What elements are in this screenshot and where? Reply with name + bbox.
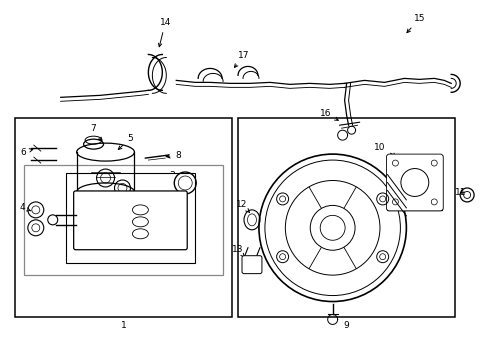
Bar	[24, 165, 223, 275]
Text: 15: 15	[406, 14, 424, 33]
Text: 14: 14	[158, 18, 171, 47]
Bar	[238, 118, 454, 318]
Bar	[65, 173, 195, 263]
Text: 4: 4	[20, 203, 31, 212]
Text: 10: 10	[373, 143, 395, 156]
Text: 7: 7	[90, 124, 102, 141]
Text: 9: 9	[343, 321, 349, 330]
FancyBboxPatch shape	[242, 256, 262, 274]
Text: 6: 6	[20, 148, 33, 157]
Text: 12: 12	[236, 201, 249, 212]
FancyBboxPatch shape	[74, 191, 187, 250]
Bar	[386, 155, 441, 210]
Text: 5: 5	[118, 134, 133, 149]
Text: 11: 11	[454, 188, 466, 197]
Text: 1: 1	[121, 321, 126, 330]
Bar	[15, 118, 232, 318]
Text: 2: 2	[182, 250, 188, 259]
Text: 16: 16	[319, 109, 338, 120]
Text: 13: 13	[232, 245, 244, 257]
FancyBboxPatch shape	[386, 154, 442, 211]
Text: 3: 3	[169, 171, 181, 180]
Text: 8: 8	[166, 150, 181, 159]
Text: 17: 17	[234, 51, 249, 67]
